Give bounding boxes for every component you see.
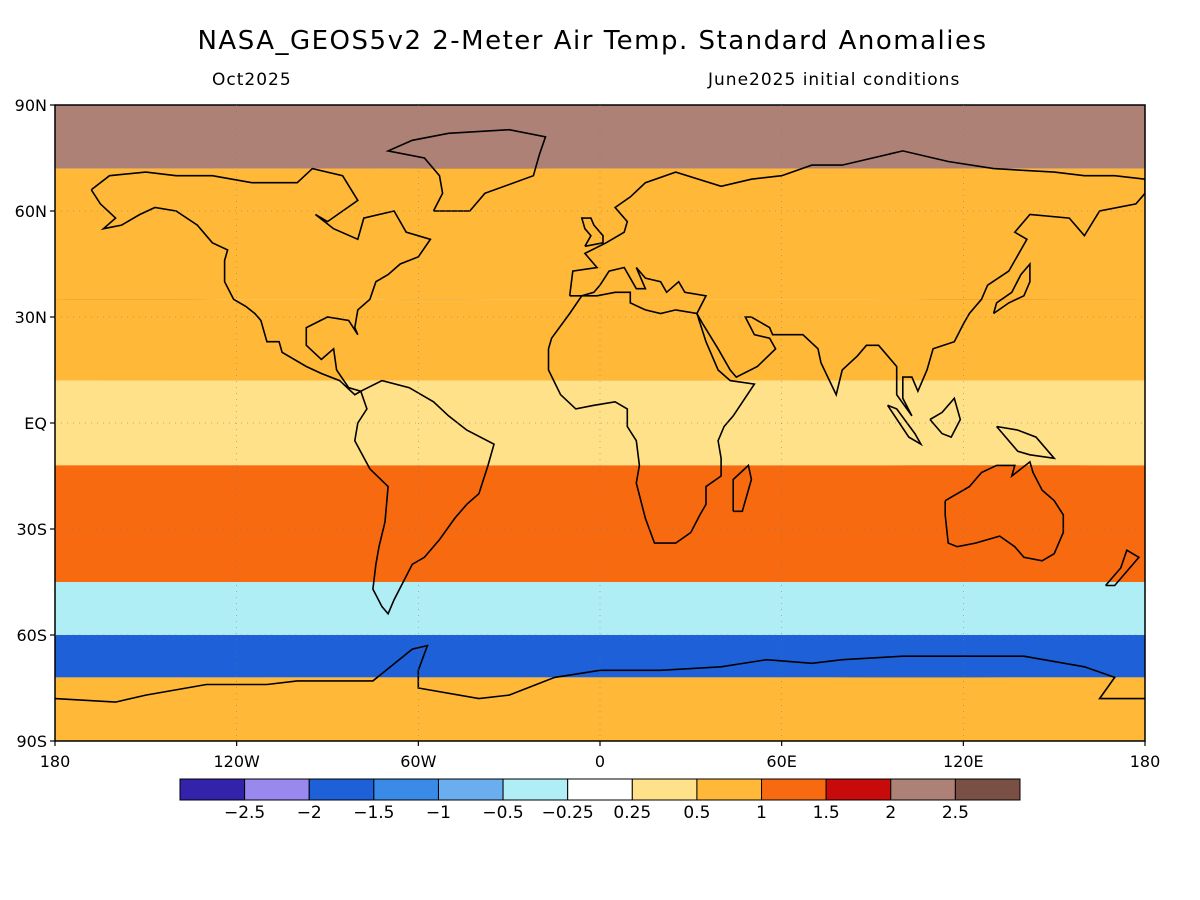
initial-conditions-label: June2025 initial conditions	[708, 70, 961, 90]
lon-tick-label: 120W	[213, 752, 260, 771]
colorbar-swatch	[567, 778, 633, 801]
lon-tick-label: 0	[595, 752, 605, 771]
lat-tick-label: 30S	[16, 520, 47, 539]
lat-tick-label: 90S	[16, 732, 47, 751]
coastline-new-guinea	[995, 425, 1057, 460]
coastline-greenland	[385, 128, 547, 212]
lat-tick-label: 30N	[15, 308, 47, 327]
coastline-africa	[547, 291, 756, 544]
coastline-madagascar	[732, 463, 753, 513]
anomaly-region-antarctica	[55, 677, 1145, 741]
valid-month-label: Oct2025	[212, 70, 292, 90]
lon-tick-label: 120E	[943, 752, 984, 771]
colorbar-swatch	[244, 778, 310, 801]
colorbar-label: 0.25	[613, 803, 651, 823]
lon-tick-label: 180	[40, 752, 71, 771]
colorbar-swatch	[437, 778, 504, 801]
coastline-australia	[944, 460, 1065, 562]
colorbar-label: 1.5	[813, 803, 840, 823]
colorbar-swatch	[890, 778, 956, 801]
coastline-north-america	[90, 167, 432, 396]
colorbar-swatch	[373, 778, 439, 801]
lon-tick-label: 180	[1130, 752, 1161, 771]
colorbar-swatch	[696, 778, 763, 801]
colorbar-label: −2.5	[224, 803, 265, 823]
colorbar-label: 1	[756, 803, 767, 823]
colorbar-label: 2.5	[942, 803, 969, 823]
coastlines	[55, 128, 1145, 703]
lat-tick-label: 90N	[15, 96, 47, 115]
colorbar-swatch	[825, 778, 892, 801]
lon-tick-label: 60W	[400, 752, 436, 771]
colorbar-label: −0.25	[542, 803, 594, 823]
colorbar-label: −0.5	[482, 803, 523, 823]
coastline-borneo	[929, 396, 962, 439]
colorbar-swatch	[308, 778, 375, 801]
colorbar-swatch	[761, 778, 827, 801]
colorbar-swatch	[631, 778, 698, 801]
colorbar-label: −2	[297, 803, 322, 823]
coastline-japan	[992, 261, 1031, 315]
anomaly-region-south-subtropics	[55, 465, 1145, 582]
anomaly-region-arctic	[55, 105, 1145, 169]
lat-tick-label: 60S	[16, 626, 47, 645]
coastline-great-britain	[580, 217, 604, 248]
colorbar-label: 2	[885, 803, 896, 823]
colorbar-swatch	[954, 778, 1021, 801]
lon-tick-label: 60E	[766, 752, 796, 771]
coastline-new-zealand	[1104, 549, 1141, 587]
coastline-sumatra	[886, 404, 924, 447]
lat-tick-label: 60N	[15, 202, 47, 221]
anomaly-region-north-midlatitudes	[55, 168, 1145, 300]
colorbar-legend: −2.5 −2 −1.5 −1 −0.5 −0.25 0.25 0.5 1 1.5 2 2.5	[179, 778, 1021, 823]
colorbar-label: 0.5	[683, 803, 710, 823]
lat-tick-label: EQ	[24, 414, 47, 433]
map-title: NASA_GEOS5v2 2-Meter Air Temp. Standard …	[197, 26, 988, 56]
colorbar-swatch	[179, 778, 246, 801]
colorbar-label: −1.5	[353, 803, 394, 823]
colorbar-label: −1	[426, 803, 451, 823]
coastline-eurasia	[568, 150, 1145, 417]
colorbar-swatch	[502, 778, 569, 801]
anomaly-region-southern-ocean	[55, 582, 1145, 635]
coastline-antarctica	[55, 644, 1145, 703]
